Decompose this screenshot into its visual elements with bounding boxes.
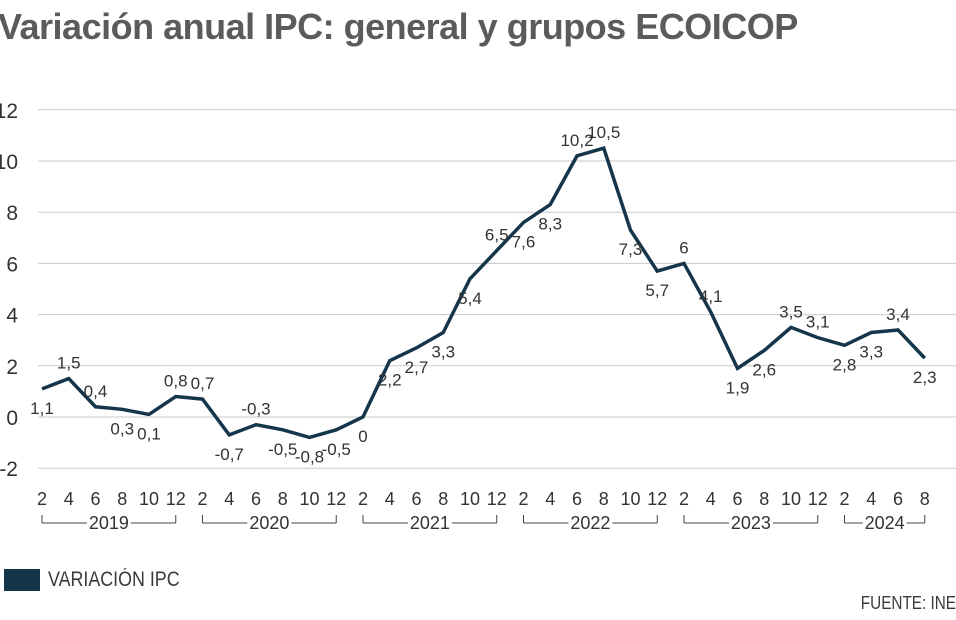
- data-label: -0,8: [295, 447, 324, 466]
- x-tick-label: 4: [545, 489, 555, 509]
- data-label: 5,4: [458, 289, 482, 308]
- y-tick-label: -2: [0, 458, 18, 481]
- y-tick-label: 8: [6, 202, 18, 225]
- x-tick-label: 6: [411, 489, 421, 509]
- data-label: 3,1: [806, 313, 830, 332]
- y-tick-label: 2: [6, 356, 18, 379]
- y-tick-labels: -2 0 2 4 6 8 10 12: [0, 100, 18, 481]
- x-tick-labels: 2 4 6 8 10 12 2 4 6 8 10 12 2 4 6 8 10 12 2 4 6 8 10 12 2 4 6 8 10 12…: [37, 489, 930, 509]
- data-label: 0,8: [164, 372, 188, 391]
- data-label: 10,2: [560, 131, 593, 150]
- series-line-group: [41, 146, 927, 440]
- data-label: 6: [679, 238, 688, 257]
- x-tick-label: 4: [866, 489, 876, 509]
- data-label: 0,7: [191, 374, 215, 393]
- x-tick-label: 6: [90, 489, 100, 509]
- legend-label: VARIACIÓN IPC: [48, 568, 180, 591]
- x-tick-label: 6: [572, 489, 582, 509]
- x-tick-label: 2: [358, 489, 368, 509]
- x-tick-label: 8: [117, 489, 127, 509]
- year-label: 2019: [89, 513, 129, 533]
- data-label: 0,1: [137, 424, 161, 443]
- data-label: 0,3: [110, 419, 134, 438]
- data-label: 3,4: [886, 305, 910, 324]
- year-label: 2024: [865, 513, 905, 533]
- data-label: -0,7: [215, 445, 244, 464]
- legend: VARIACIÓN IPC: [4, 568, 203, 592]
- data-label: 1,1: [30, 399, 54, 418]
- year-label: 2023: [731, 513, 771, 533]
- x-tick-label: 12: [326, 489, 346, 509]
- legend-swatch: [4, 569, 40, 591]
- x-tick-label: 6: [732, 489, 742, 509]
- x-tick-label: 2: [839, 489, 849, 509]
- x-tick-label: 8: [920, 489, 930, 509]
- data-label: 1,9: [726, 378, 750, 397]
- series-line: [41, 146, 927, 440]
- x-tick-label: 12: [166, 489, 186, 509]
- x-tick-label: 8: [438, 489, 448, 509]
- data-label: -0,5: [322, 440, 351, 459]
- y-tick-label: 4: [6, 305, 18, 328]
- data-label: 2,8: [833, 355, 857, 374]
- data-label: 6,5: [485, 226, 509, 245]
- y-tick-label: 12: [0, 100, 18, 123]
- x-tick-label: 10: [620, 489, 640, 509]
- data-label: 5,7: [645, 281, 669, 300]
- x-tick-label: 12: [808, 489, 828, 509]
- y-tick-label: 0: [6, 407, 18, 430]
- x-tick-label: 2: [518, 489, 528, 509]
- data-label: 2,7: [405, 358, 429, 377]
- x-tick-label: 4: [224, 489, 234, 509]
- x-tick-label: 10: [139, 489, 159, 509]
- x-tick-label: 2: [37, 489, 47, 509]
- x-tick-label: 2: [197, 489, 207, 509]
- x-tick-label: 12: [647, 489, 667, 509]
- data-label: 4,1: [699, 287, 723, 306]
- year-groups: 2019 2020 2021 2022 2023 2024: [41, 513, 926, 533]
- year-label: 2020: [249, 513, 289, 533]
- x-tick-label: 8: [599, 489, 609, 509]
- data-label: 3,3: [431, 343, 455, 362]
- x-tick-label: 6: [893, 489, 903, 509]
- data-label: 1,5: [57, 354, 81, 373]
- y-tick-label: 6: [6, 253, 18, 276]
- x-tick-label: 10: [460, 489, 480, 509]
- data-label: 10,5: [587, 123, 620, 142]
- year-label: 2022: [570, 513, 610, 533]
- data-label: 0,4: [84, 382, 108, 401]
- x-tick-label: 10: [299, 489, 319, 509]
- x-tick-label: 4: [706, 489, 716, 509]
- x-tick-label: 8: [759, 489, 769, 509]
- x-tick-label: 4: [64, 489, 74, 509]
- data-label: 2,3: [913, 368, 937, 387]
- data-label: 2,2: [378, 371, 402, 390]
- year-label: 2021: [410, 513, 450, 533]
- x-tick-label: 8: [278, 489, 288, 509]
- x-tick-label: 12: [487, 489, 507, 509]
- data-labels: 1,1 1,50,40,3 0,1 0,8 0,7 -0,7 -0,3 -0,5-0,8-0,…: [30, 123, 936, 466]
- data-label: 3,5: [779, 302, 803, 321]
- data-label: 3,3: [859, 343, 883, 362]
- x-tick-label: 2: [679, 489, 689, 509]
- data-label: 0: [358, 427, 367, 446]
- data-label: -0,3: [241, 400, 270, 419]
- y-tick-label: 10: [0, 151, 18, 174]
- x-tick-label: 6: [251, 489, 261, 509]
- grid-lines: [38, 109, 956, 469]
- data-label: 8,3: [538, 215, 562, 234]
- chart-title: Variación anual IPC: general y grupos EC…: [0, 6, 798, 47]
- data-label: 7,6: [512, 232, 536, 251]
- data-label: 2,6: [752, 360, 776, 379]
- source-note: FUENTE: INE: [860, 593, 956, 613]
- x-tick-label: 10: [781, 489, 801, 509]
- data-label: 7,3: [619, 240, 643, 259]
- data-label: -0,5: [268, 440, 297, 459]
- x-tick-label: 4: [385, 489, 395, 509]
